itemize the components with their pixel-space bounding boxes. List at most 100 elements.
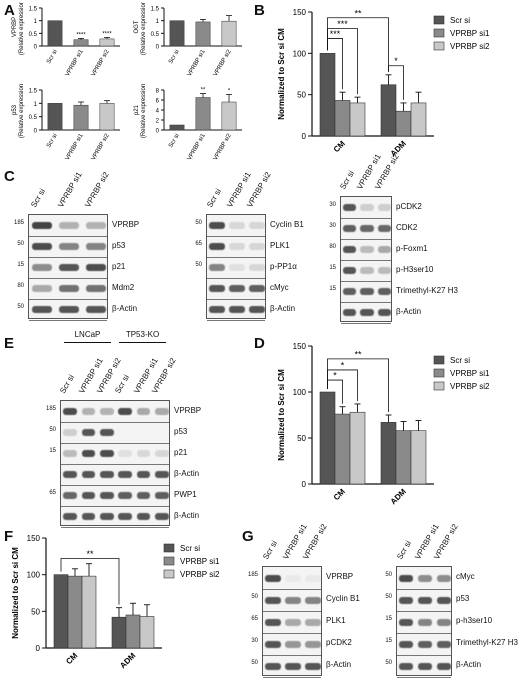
legend-swatch xyxy=(433,41,445,51)
bar xyxy=(221,101,237,131)
protein-band xyxy=(58,222,80,230)
y-axis-label: (Relative expression) xyxy=(141,2,147,55)
mw-marker: 15 xyxy=(385,638,392,644)
protein-band xyxy=(63,450,78,458)
protein-label: VPRBP xyxy=(112,219,140,229)
protein-band xyxy=(343,267,357,275)
protein-label: p-h3ser10 xyxy=(456,616,493,625)
blot-row xyxy=(61,485,169,507)
blot-row xyxy=(29,257,107,279)
bar xyxy=(169,124,185,131)
protein-band xyxy=(229,264,245,272)
protein-label: Mdm2 xyxy=(112,282,135,292)
bar xyxy=(319,391,336,485)
x-tick-label: ADM xyxy=(118,651,137,670)
protein-band xyxy=(249,243,265,251)
protein-label: PWP1 xyxy=(174,489,197,499)
legend-swatch xyxy=(433,15,445,25)
protein-band xyxy=(136,471,151,479)
protein-label: Cyclin B1 xyxy=(270,219,304,229)
protein-band xyxy=(265,596,281,604)
bar xyxy=(125,614,141,649)
bar xyxy=(410,430,427,485)
protein-band xyxy=(377,225,391,233)
legend-swatch xyxy=(163,556,175,566)
mw-marker: 185 xyxy=(45,405,56,412)
mw-marker: 15 xyxy=(329,285,336,292)
protein-band xyxy=(85,306,106,314)
lane-label: Scr si xyxy=(113,373,132,395)
bar xyxy=(73,39,89,47)
protein-band xyxy=(417,574,433,582)
y-tick-label: 4 xyxy=(156,109,160,115)
bar xyxy=(81,575,97,649)
blot-row xyxy=(341,197,391,219)
protein-band xyxy=(99,450,114,458)
y-tick-label: 50 xyxy=(31,607,40,616)
protein-band xyxy=(81,429,96,437)
y-axis-label: p53 xyxy=(12,104,18,115)
bar xyxy=(410,102,427,137)
protein-band xyxy=(85,243,106,251)
legend-swatch xyxy=(163,569,175,579)
protein-label: p53 xyxy=(174,426,188,436)
protein-band xyxy=(249,285,265,293)
protein-band xyxy=(136,450,151,458)
y-axis-label: (Relative expression) xyxy=(141,84,147,138)
blot-row xyxy=(29,278,107,300)
protein-label: Trimethyl-K27 H3 xyxy=(456,638,518,647)
protein-band xyxy=(249,222,265,230)
cell-line-bracket xyxy=(64,342,111,343)
bar xyxy=(380,84,397,137)
protein-band xyxy=(343,225,357,233)
protein-band xyxy=(58,264,80,272)
protein-band xyxy=(85,222,106,230)
y-tick-label: 1.5 xyxy=(29,89,38,95)
protein-label: β-Actin xyxy=(396,306,422,316)
bar xyxy=(73,104,89,131)
y-tick-label: 1.5 xyxy=(29,7,38,13)
protein-band xyxy=(99,513,114,521)
legend-label: VPRBP si2 xyxy=(450,42,490,51)
protein-band xyxy=(63,429,78,437)
blot-row xyxy=(207,236,265,258)
blot-row xyxy=(61,443,169,465)
protein-band xyxy=(343,204,357,212)
protein-label: p-PP1α xyxy=(270,261,297,271)
legend-label: VPRBP si1 xyxy=(180,557,220,566)
blot-row xyxy=(61,401,169,423)
bar xyxy=(349,102,366,137)
protein-label: β-Actin xyxy=(326,660,352,669)
protein-label: cMyc xyxy=(270,282,289,292)
protein-band xyxy=(136,513,151,521)
y-tick-label: 0 xyxy=(302,132,307,141)
bar xyxy=(319,53,336,137)
protein-label: VPRBP xyxy=(174,405,202,415)
x-tick-label: CM xyxy=(332,487,347,502)
mw-marker: 65 xyxy=(195,240,202,247)
protein-band xyxy=(81,492,96,500)
x-tick-label: Scr si xyxy=(46,49,59,65)
mw-marker: 50 xyxy=(251,660,258,666)
protein-label: p53 xyxy=(112,240,126,250)
protein-label: β-Actin xyxy=(174,468,200,478)
significance-mark: *** xyxy=(330,29,341,39)
protein-band xyxy=(399,596,414,604)
protein-band xyxy=(399,618,414,626)
x-tick-label: VPRBP si1 xyxy=(187,132,207,161)
mw-marker: 30 xyxy=(251,638,258,644)
x-tick-label: VPRBP si1 xyxy=(65,48,85,77)
protein-band xyxy=(360,204,374,212)
protein-label: p-Foxm1 xyxy=(396,243,428,253)
p21-expression-chart: 0 2 4 6 8 p21 (Relative expression) Scr si ** VPR… xyxy=(134,84,242,162)
panel-label-d: D xyxy=(254,335,265,352)
x-tick-label: VPRBP si2 xyxy=(213,132,233,161)
protein-band xyxy=(118,513,133,521)
blot-row xyxy=(341,239,391,261)
protein-label: p21 xyxy=(112,261,126,271)
y-axis-label: Normalized to Scr si CM xyxy=(277,369,286,461)
protein-band xyxy=(265,640,281,648)
blot-row xyxy=(61,506,169,528)
lane-label: Scr si xyxy=(261,539,279,561)
blot-row xyxy=(397,589,451,612)
